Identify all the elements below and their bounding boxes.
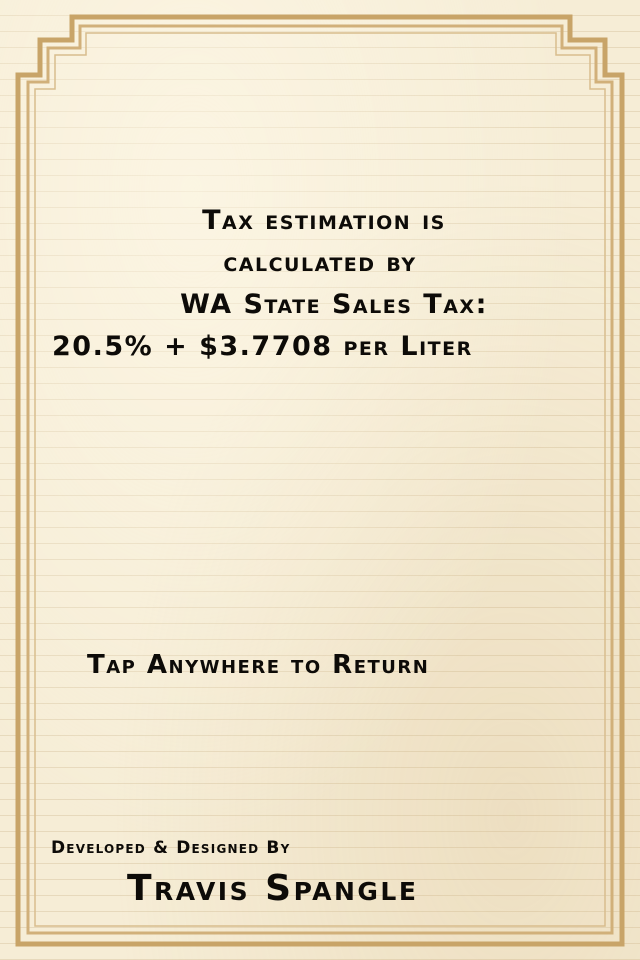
tax-info-line-2: calculated by	[223, 247, 417, 278]
tax-info-line-3: WA State Sales Tax:	[180, 289, 488, 320]
tax-info-line-1: Tax estimation is	[202, 205, 446, 236]
tax-info-line-4: 20.5% + $3.7708 per Liter	[52, 331, 473, 362]
tax-info-text: Tax estimation is calculated by WA State…	[0, 200, 640, 368]
credits-label: Developed & Designed By	[51, 838, 291, 858]
tap-to-return-hint: Tap Anywhere to Return	[87, 650, 430, 680]
developer-name: Travis Spangle	[127, 868, 419, 909]
